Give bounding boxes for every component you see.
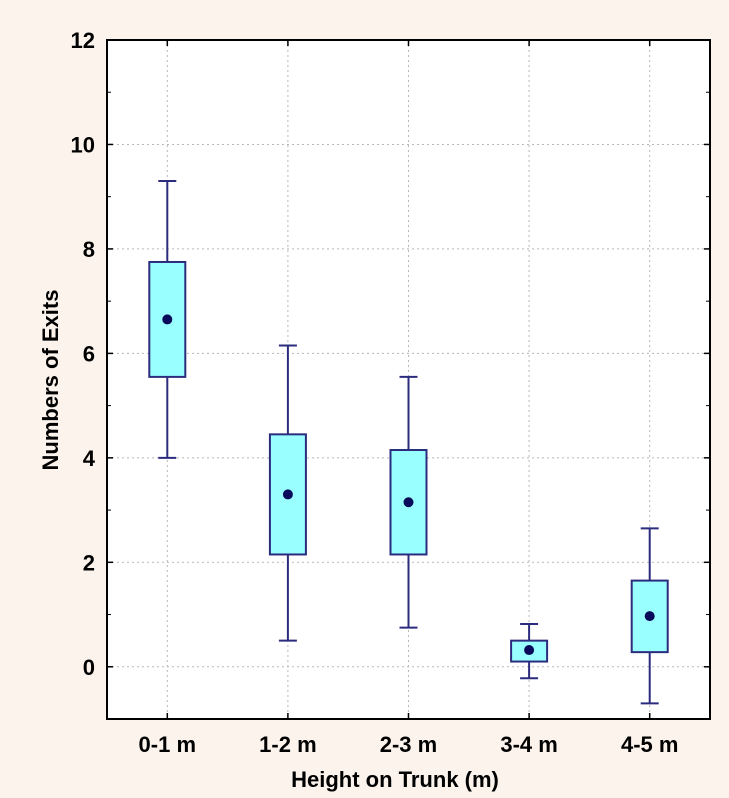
median-marker: [524, 645, 535, 656]
boxes: [148, 180, 669, 705]
box-2-3m: [389, 375, 428, 629]
median-marker: [282, 489, 293, 500]
y-tick-label: 10: [71, 132, 95, 157]
y-tick-label: 0: [83, 655, 95, 680]
y-tick-label: 6: [83, 341, 95, 366]
box-1-2m: [268, 344, 307, 642]
box-0-1m: [148, 180, 187, 459]
y-axis-title: Numbers of Exits: [38, 290, 63, 471]
y-tick-label: 12: [71, 28, 95, 53]
box-4-5m: [630, 527, 669, 705]
x-axis-title: Height on Trunk (m): [291, 767, 499, 792]
x-tick-label: 3-4 m: [500, 732, 557, 757]
y-tick-label: 2: [83, 550, 95, 575]
y-tick-label: 8: [83, 237, 95, 262]
x-tick-label: 2-3 m: [380, 732, 437, 757]
box-3-4m: [510, 622, 549, 680]
interquartile-box: [389, 449, 428, 556]
axis-ticks: 0 2 4 6 8 10 12 0-1 m 1-2 m 2-3 m 3-4 m 4-5 m: [71, 28, 710, 757]
interquartile-box: [148, 260, 187, 378]
x-tick-label: 1-2 m: [259, 732, 316, 757]
median-marker: [644, 611, 655, 622]
x-tick-label: 0-1 m: [139, 732, 196, 757]
median-marker: [403, 497, 414, 508]
x-tick-label: 4-5 m: [621, 732, 678, 757]
median-marker: [162, 314, 173, 325]
y-tick-label: 4: [83, 446, 96, 471]
